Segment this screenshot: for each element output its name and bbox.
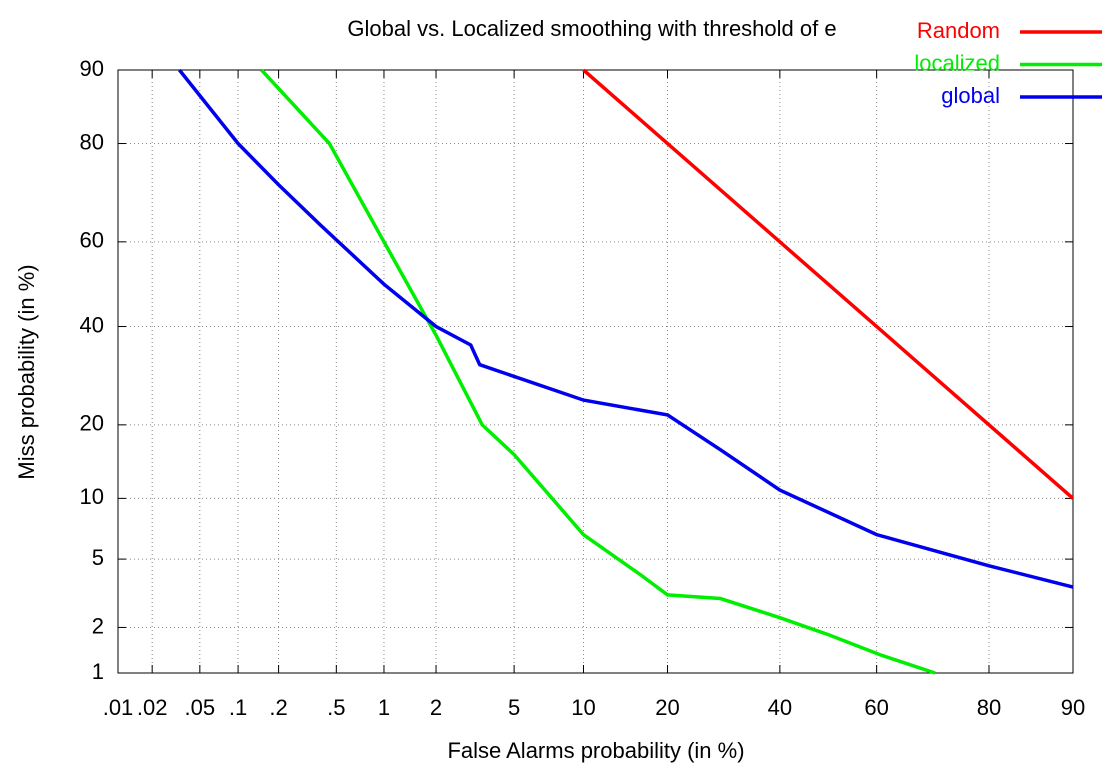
y-tick-label: 90 [80, 56, 104, 81]
y-tick-label: 2 [92, 613, 104, 638]
x-tick-label: 80 [977, 695, 1001, 720]
y-tick-label: 1 [92, 659, 104, 684]
y-tick-label: 80 [80, 129, 104, 154]
x-tick-label: 2 [430, 695, 442, 720]
series-line [178, 68, 1074, 589]
x-tick-label: .02 [137, 695, 168, 720]
chart-title: Global vs. Localized smoothing with thre… [347, 16, 836, 41]
x-tick-label: .05 [185, 695, 216, 720]
plot-frame [117, 69, 1074, 674]
x-tick-label: .5 [327, 695, 345, 720]
x-tick-label: 20 [655, 695, 679, 720]
y-tick-label: 5 [92, 545, 104, 570]
y-tick-label: 40 [80, 312, 104, 337]
x-axis-label: False Alarms probability (in %) [447, 738, 744, 763]
x-tick-label: 1 [378, 695, 390, 720]
y-axis-label: Miss probability (in %) [14, 264, 39, 479]
x-tick-label: 90 [1061, 695, 1085, 720]
legend-label: global [941, 83, 1000, 108]
legend-label: localized [914, 50, 1000, 75]
series-line [260, 68, 936, 675]
y-tick-label: 20 [80, 411, 104, 436]
y-tick-label: 10 [80, 484, 104, 509]
x-tick-label: .01 [103, 695, 134, 720]
x-tick-label: 10 [571, 695, 595, 720]
legend-label: Random [917, 18, 1000, 43]
x-tick-label: 5 [508, 695, 520, 720]
y-tick-label: 60 [80, 228, 104, 253]
x-tick-label: 40 [768, 695, 792, 720]
x-tick-label: .1 [229, 695, 247, 720]
series-line [582, 68, 1075, 500]
x-tick-label: .2 [269, 695, 287, 720]
x-tick-label: 60 [864, 695, 888, 720]
